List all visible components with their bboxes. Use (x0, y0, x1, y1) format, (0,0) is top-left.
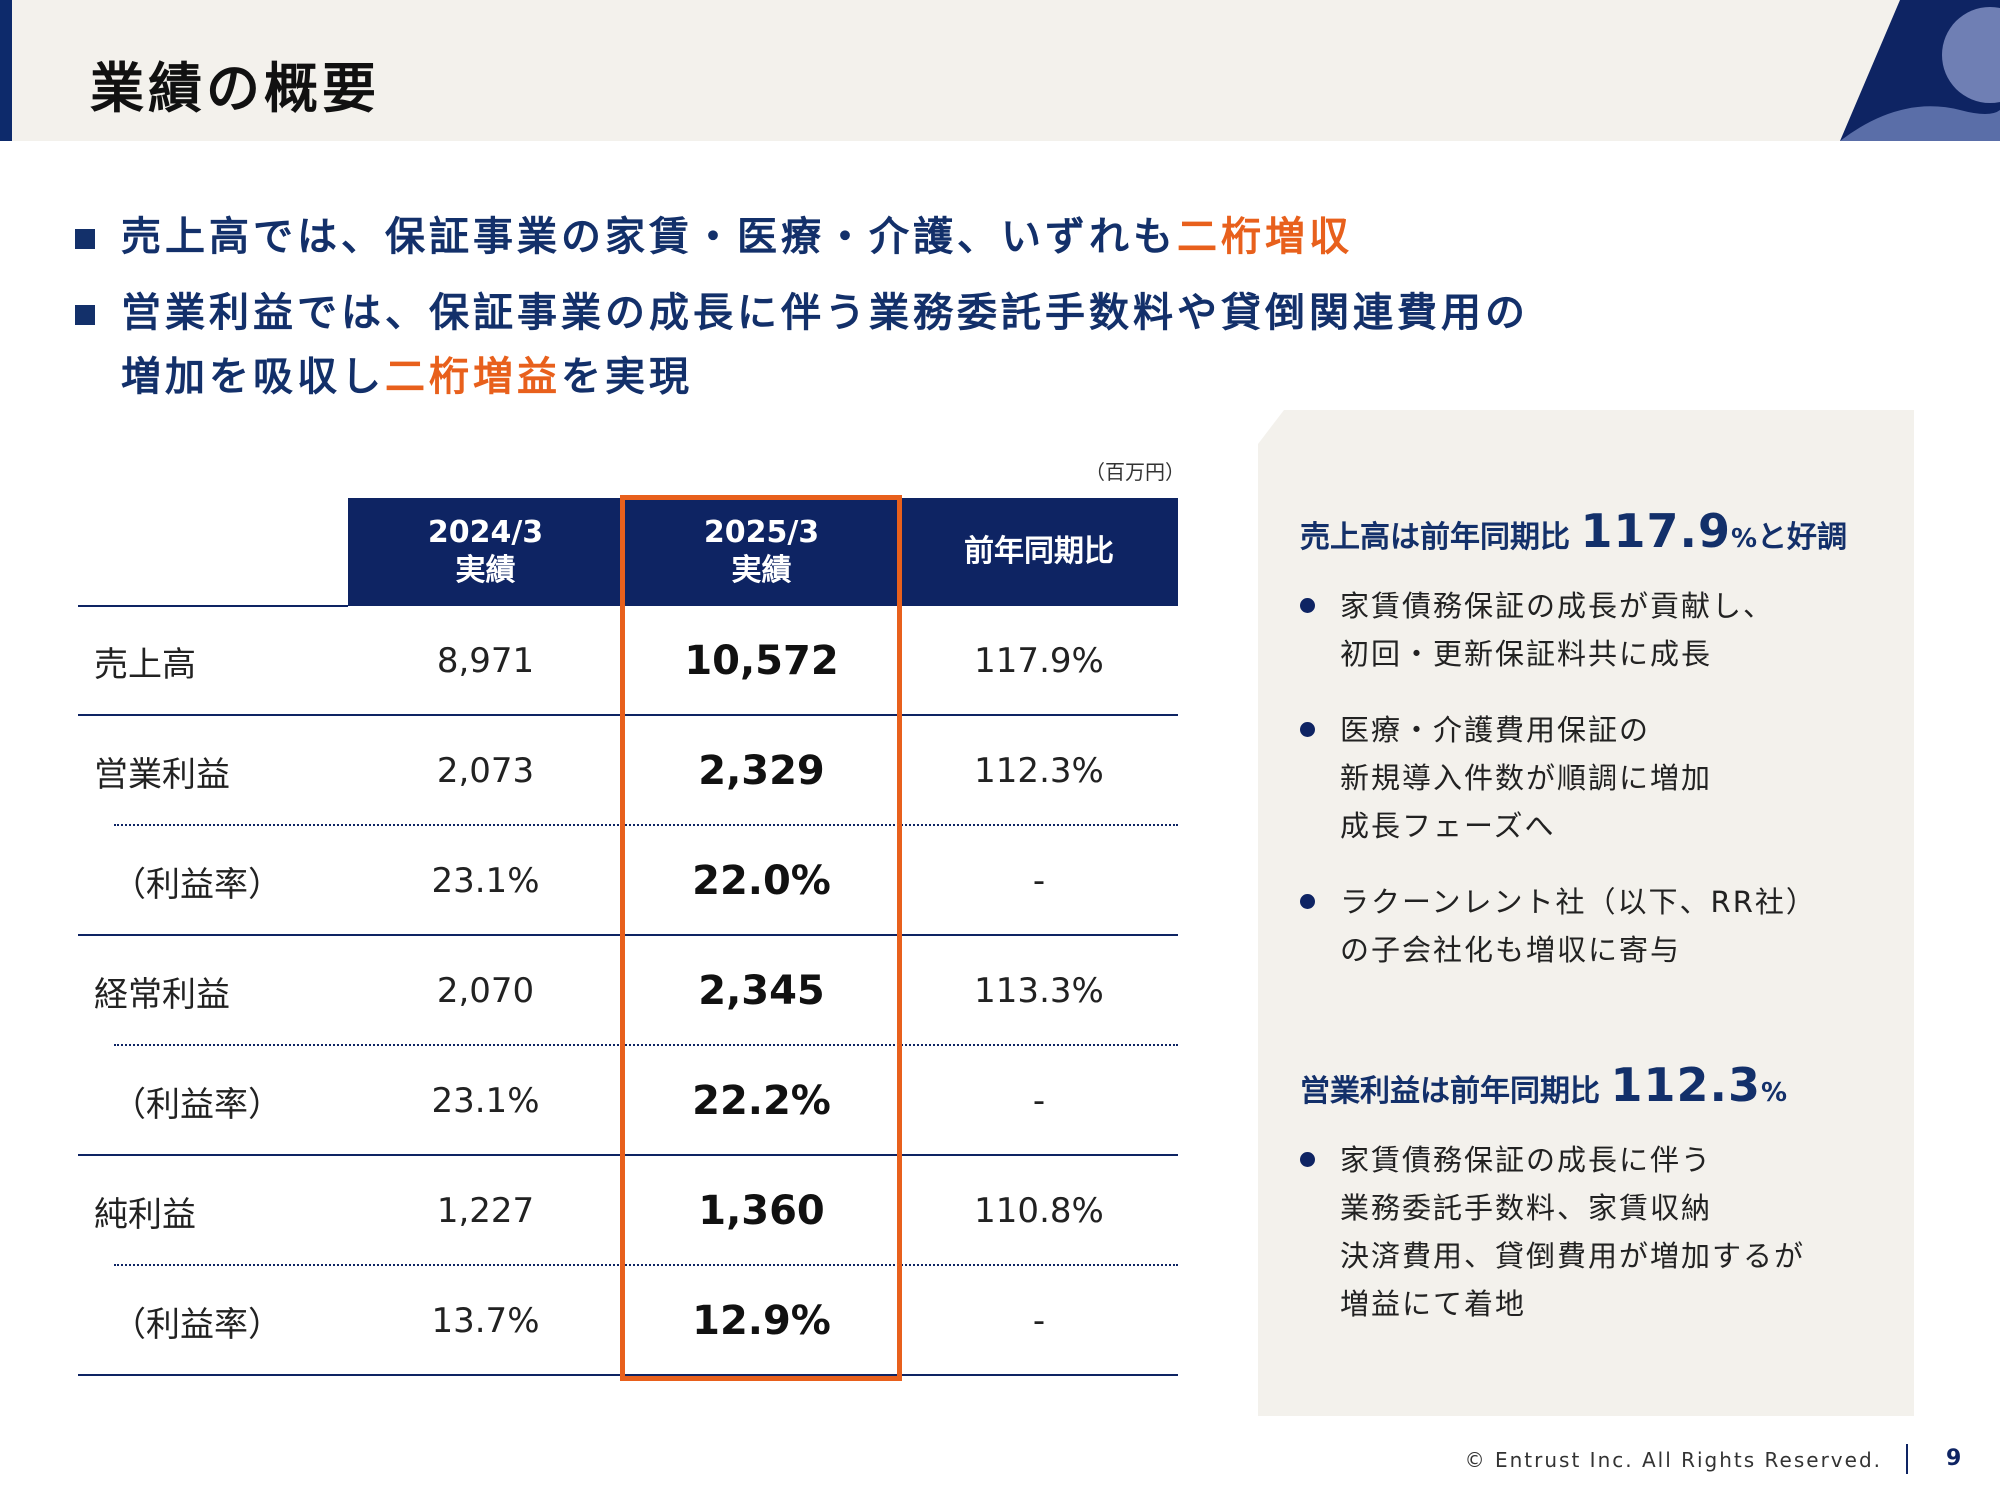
header-accent-bar (0, 0, 12, 141)
row-divider (78, 1154, 1178, 1156)
row-divider-dotted (114, 824, 1178, 826)
sales-bullet: ラクーンレント社（以下、RR社） の子会社化も増収に寄与 (1300, 878, 1900, 974)
cell-prev: 23.1% (431, 1081, 540, 1121)
row-divider (78, 934, 1178, 936)
cell-current: 1,360 (698, 1188, 825, 1234)
bullet-text: 売上高では、保証事業の家賃・医療・介護、いずれも (121, 214, 1177, 260)
page-number: 9 (1946, 1446, 1962, 1471)
headline-value: 112.3 (1610, 1058, 1761, 1112)
column-header-line: 2025/3 (703, 515, 820, 550)
cell-current: 2,345 (698, 968, 825, 1014)
current-year-highlight-box (620, 495, 902, 1381)
circle-bullet-icon (1300, 1152, 1315, 1167)
cell-yoy: 117.9% (974, 641, 1104, 681)
row-label: 純利益 (94, 1194, 196, 1235)
circle-bullet-icon (1300, 722, 1315, 737)
column-header-prev: 2024/3 実績 (348, 498, 623, 606)
cell-yoy: - (1032, 861, 1046, 901)
row-label: 売上高 (94, 644, 196, 685)
table-row: （利益率） 23.1% 22.0% - (78, 826, 1178, 936)
headline-text: と好調 (1757, 520, 1848, 555)
headline-value: 117.9 (1580, 504, 1731, 558)
row-divider-dotted (114, 1264, 1178, 1266)
column-header-line: 2024/3 (427, 515, 544, 550)
headline-unit: % (1760, 1078, 1788, 1108)
corner-decoration-icon (1840, 0, 2000, 141)
table-row: （利益率） 13.7% 12.9% - (78, 1266, 1178, 1376)
table-row: （利益率） 23.1% 22.2% - (78, 1046, 1178, 1156)
sales-bullet: 医療・介護費用保証の 新規導入件数が順調に増加 成長フェーズへ (1300, 706, 1900, 850)
row-label: （利益率） (112, 1304, 282, 1345)
column-header-line: 前年同期比 (964, 534, 1114, 569)
cell-prev: 13.7% (431, 1301, 540, 1341)
row-label: 営業利益 (94, 754, 230, 795)
cell-current: 22.2% (692, 1078, 831, 1124)
column-header-current: 2025/3 実績 (623, 498, 900, 606)
summary-bullet-continuation: 増加を吸収し二桁増益を実現 (75, 345, 1675, 409)
profit-headline: 営業利益は前年同期比 112.3% (1300, 1058, 1787, 1112)
cell-yoy: - (1032, 1081, 1046, 1121)
row-divider (78, 714, 1178, 716)
footer-divider (1906, 1444, 1908, 1474)
cell-current: 10,572 (684, 638, 839, 684)
cell-yoy: 112.3% (974, 751, 1104, 791)
cell-current: 22.0% (692, 858, 831, 904)
bullet-text: 医療・介護費用保証の 新規導入件数が順調に増加 成長フェーズへ (1340, 713, 1713, 843)
table-row: 営業利益 2,073 2,329 112.3% (78, 716, 1178, 826)
circle-bullet-icon (1300, 598, 1315, 613)
profit-bullet: 家賃債務保証の成長に伴う 業務委託手数料、家賃収納 決済費用、貸倒費用が増加する… (1300, 1136, 1900, 1328)
column-header-line: 実績 (731, 553, 792, 588)
cell-yoy: 113.3% (974, 971, 1104, 1011)
cell-yoy: - (1032, 1301, 1046, 1341)
row-divider-dotted (114, 1044, 1178, 1046)
column-header-line: 実績 (455, 553, 516, 588)
cell-prev: 23.1% (431, 861, 540, 901)
cell-prev: 2,073 (436, 751, 535, 791)
table-row: 売上高 8,971 10,572 117.9% (78, 606, 1178, 716)
headline-text: 売上高は前年同期比 (1300, 520, 1581, 555)
bullet-text: を実現 (561, 354, 693, 400)
sales-headline: 売上高は前年同期比 117.9%と好調 (1300, 504, 1847, 558)
cell-yoy: 110.8% (974, 1191, 1104, 1231)
header-underline (78, 605, 348, 607)
circle-bullet-icon (1300, 894, 1315, 909)
square-bullet-icon (75, 229, 95, 249)
commentary-panel: 売上高は前年同期比 117.9%と好調 家賃債務保証の成長が貢献し、 初回・更新… (1258, 410, 1914, 1416)
table-row: 経常利益 2,070 2,345 113.3% (78, 936, 1178, 1046)
bullet-text: 営業利益では、保証事業の成長に伴う業務委託手数料や貸倒関連費用の (121, 290, 1529, 336)
cell-current: 12.9% (692, 1298, 831, 1344)
row-label: （利益率） (112, 1084, 282, 1125)
headline-unit: % (1730, 524, 1758, 554)
bullet-accent-text: 二桁増益 (385, 354, 561, 400)
sales-bullet: 家賃債務保証の成長が貢献し、 初回・更新保証料共に成長 (1300, 582, 1900, 678)
row-label: （利益率） (112, 864, 282, 905)
column-header-yoy: 前年同期比 (900, 498, 1178, 606)
table-row: 純利益 1,227 1,360 110.8% (78, 1156, 1178, 1266)
headline-text: 営業利益は前年同期比 (1300, 1074, 1611, 1109)
square-bullet-icon (75, 305, 95, 325)
summary-bullet: 営業利益では、保証事業の成長に伴う業務委託手数料や貸倒関連費用の (75, 281, 1675, 345)
cell-prev: 2,070 (436, 971, 535, 1011)
unit-note: （百万円） (1085, 460, 1185, 484)
bullet-text: 家賃債務保証の成長が貢献し、 初回・更新保証料共に成長 (1340, 589, 1775, 671)
row-label: 経常利益 (94, 974, 230, 1015)
row-divider (78, 1374, 1178, 1376)
cell-current: 2,329 (698, 748, 825, 794)
bullet-text: 増加を吸収し (121, 354, 385, 400)
summary-bullet: 売上高では、保証事業の家賃・医療・介護、いずれも二桁増収 (75, 205, 1675, 281)
bullet-text: 家賃債務保証の成長に伴う 業務委託手数料、家賃収納 決済費用、貸倒費用が増加する… (1340, 1143, 1806, 1321)
bullet-accent-text: 二桁増収 (1177, 214, 1353, 260)
cell-prev: 8,971 (436, 641, 535, 681)
summary-bullets: 売上高では、保証事業の家賃・医療・介護、いずれも二桁増収 営業利益では、保証事業… (75, 205, 1675, 409)
table-header-row: 2024/3 実績 2025/3 実績 前年同期比 (78, 498, 1178, 607)
bullet-text: ラクーンレント社（以下、RR社） の子会社化も増収に寄与 (1340, 885, 1817, 967)
page-title: 業績の概要 (90, 57, 380, 120)
copyright: © Entrust Inc. All Rights Reserved. (1464, 1448, 1882, 1472)
cell-prev: 1,227 (436, 1191, 535, 1231)
header: 業績の概要 (0, 0, 2000, 141)
